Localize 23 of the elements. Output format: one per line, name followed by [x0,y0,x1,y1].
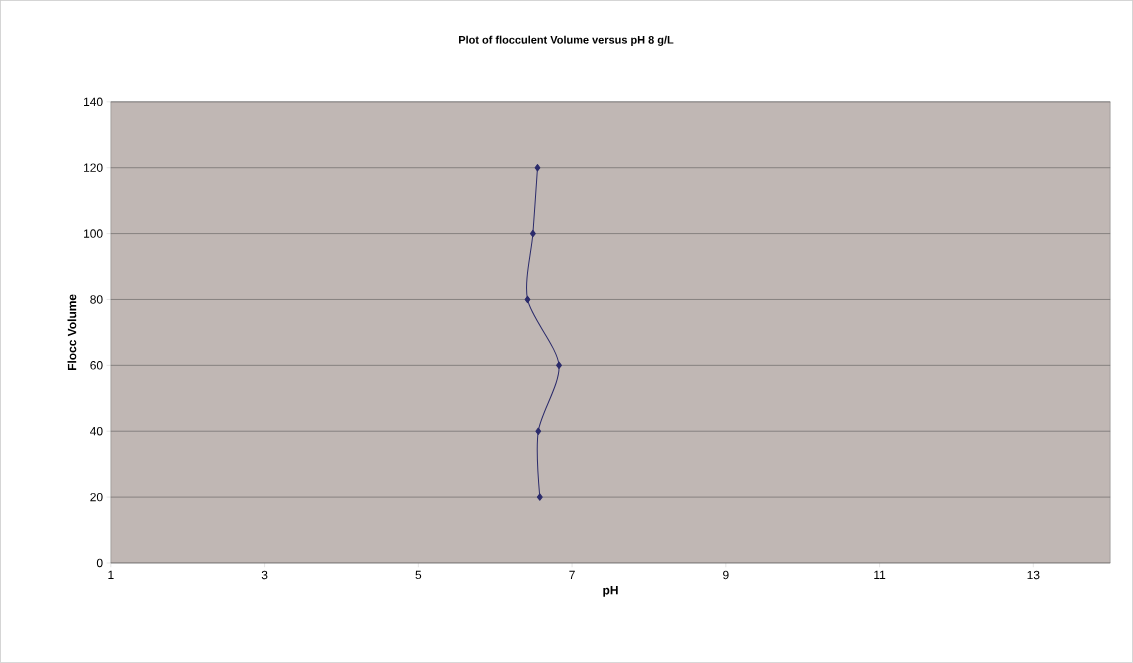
x-axis-title: pH [603,586,618,597]
point [534,164,541,172]
point [524,295,531,304]
y-tick-label: 40 [90,427,103,436]
x-tick-label: 13 [1027,570,1040,580]
y-tick-label: 100 [84,229,103,238]
y-tick-label: 120 [84,163,103,173]
y-tick-label: 20 [90,492,103,502]
chart-title: Plot of flocculent Volume versus pH 8 g/L [459,35,674,47]
y-tick-label: 80 [90,295,103,304]
x-tick-label: 3 [261,570,268,580]
x-tick-label: 5 [415,570,422,580]
x-tick-label: 9 [723,570,729,580]
point [536,493,543,501]
point [535,427,542,436]
y-axis-title: Flocc Volume [67,294,77,371]
y-tick-label: 0 [96,558,103,568]
x-tick-label: 1 [108,570,114,580]
point [529,229,536,238]
y-tick-label: 140 [84,97,103,107]
x-tick-label: 11 [874,570,886,580]
y-tick-label: 60 [90,361,103,370]
x-tick-label: 7 [569,570,575,580]
